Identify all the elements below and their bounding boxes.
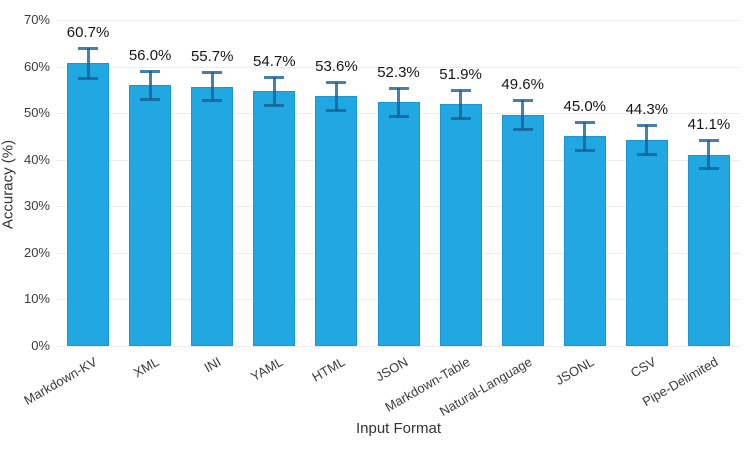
value-label: 52.3%	[377, 63, 420, 81]
bar	[315, 96, 358, 346]
error-bar-cap-bottom	[450, 116, 471, 120]
bar	[67, 63, 110, 346]
error-bar-cap-top	[202, 71, 223, 75]
error-bar-cap-top	[264, 75, 285, 79]
value-label: 56.0%	[128, 46, 172, 64]
error-bar-stem	[707, 140, 711, 169]
y-tick-label: 20%	[23, 244, 50, 260]
error-bar-cap-bottom	[512, 128, 533, 132]
error-bar-stem	[210, 72, 214, 102]
error-bar-stem	[521, 99, 525, 131]
error-bar-cap-bottom	[140, 97, 161, 101]
bar	[625, 139, 668, 346]
error-bar-cap-bottom	[326, 108, 347, 112]
bar	[501, 115, 544, 346]
gridline	[57, 20, 740, 21]
y-tick-label: 50%	[23, 105, 50, 121]
bar	[191, 86, 234, 346]
bar	[253, 91, 296, 346]
value-label: 45.0%	[563, 97, 607, 115]
y-tick-label: 0%	[31, 338, 50, 353]
gridline	[57, 346, 740, 347]
value-label: 51.9%	[439, 65, 482, 83]
y-tick-label: 10%	[23, 291, 50, 307]
error-bar-stem	[645, 124, 649, 155]
error-bar-cap-bottom	[574, 149, 595, 153]
value-label: 41.1%	[687, 116, 731, 134]
error-bar-stem	[397, 87, 400, 118]
bar	[687, 154, 730, 346]
y-axis-title: Accuracy (%)	[0, 139, 17, 230]
error-bar-stem	[459, 89, 463, 119]
error-bar-cap-top	[388, 86, 409, 90]
bar	[439, 104, 482, 346]
error-bar-cap-bottom	[388, 115, 409, 119]
gridline	[57, 66, 740, 68]
error-bar-cap-bottom	[698, 167, 719, 171]
bar	[377, 102, 420, 346]
value-label: 54.7%	[253, 52, 296, 70]
value-label: 53.6%	[315, 57, 358, 75]
error-bar-cap-top	[574, 120, 595, 124]
y-tick-label: 60%	[23, 58, 50, 74]
y-tick-label: 70%	[23, 12, 50, 27]
value-label: 60.7%	[66, 23, 110, 41]
value-label: 44.3%	[625, 100, 669, 118]
bar	[563, 136, 606, 346]
y-tick-label: 40%	[23, 151, 50, 167]
error-bar-cap-top	[140, 69, 161, 73]
error-bar-cap-top	[78, 46, 99, 50]
error-bar-cap-bottom	[202, 99, 223, 103]
error-bar-cap-bottom	[78, 76, 99, 80]
error-bar-stem	[148, 70, 152, 100]
error-bar-cap-bottom	[636, 152, 657, 156]
error-bar-stem	[583, 121, 587, 152]
error-bar-cap-top	[636, 123, 657, 127]
y-tick-label: 30%	[23, 198, 50, 214]
value-label: 49.6%	[501, 75, 544, 93]
error-bar-stem	[272, 76, 276, 106]
bar	[129, 85, 172, 346]
value-label: 55.7%	[190, 48, 234, 66]
x-axis-title: Input Format	[355, 420, 442, 437]
error-bar-cap-top	[450, 88, 471, 92]
error-bar-stem	[86, 47, 90, 79]
error-bar-cap-bottom	[264, 103, 285, 107]
error-bar-cap-top	[326, 80, 347, 84]
error-bar-stem	[334, 81, 338, 111]
error-bar-cap-top	[512, 98, 533, 102]
error-bar-cap-top	[698, 139, 719, 143]
